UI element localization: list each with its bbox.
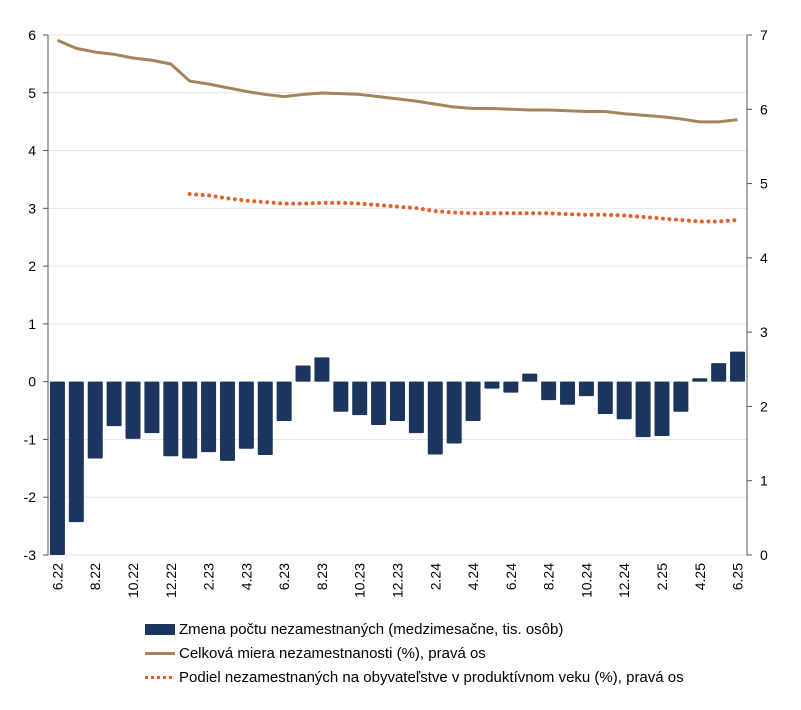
bar	[49, 381, 65, 555]
bar	[692, 378, 708, 382]
left-tick-label: 1	[28, 316, 36, 332]
right-tick-label: 5	[760, 176, 768, 192]
left-tick-label: 0	[28, 374, 36, 390]
x-tick-label: 4.25	[692, 563, 708, 590]
right-tick-label: 6	[760, 101, 768, 117]
bar	[333, 381, 349, 412]
legend-item-share: Podiel nezamestnaných na obyvateľstve v …	[145, 665, 684, 689]
bar	[371, 381, 387, 425]
bar	[654, 381, 670, 436]
bar	[541, 381, 557, 401]
bar	[182, 381, 198, 459]
x-tick-label: 12.22	[163, 563, 179, 598]
x-tick-label: 6.25	[730, 563, 746, 590]
x-tick-label: 2.24	[427, 563, 443, 590]
bar	[68, 381, 84, 523]
right-tick-label: 3	[760, 324, 768, 340]
left-tick-label: 2	[28, 258, 36, 274]
x-tick-label: 2.23	[201, 563, 217, 590]
chart-plot: -3 -2 -1 0 1 2 3 4 5 6 0 1 2 3 4 5 6 7 6.22 8.22 10.22 12.22 2…	[24, 27, 768, 598]
bar	[390, 381, 405, 421]
bar	[295, 365, 311, 382]
bar	[730, 351, 746, 382]
bar	[503, 381, 519, 393]
bar	[125, 381, 141, 439]
bar	[616, 381, 632, 420]
left-tick-label: 5	[28, 85, 36, 101]
x-tick-label: 6.23	[276, 563, 292, 590]
x-tick-label: 12.24	[616, 563, 632, 598]
left-tick-label: 4	[28, 143, 36, 159]
legend-swatch-bar	[145, 623, 175, 635]
bar	[484, 381, 500, 389]
left-tick-label: -3	[24, 547, 37, 563]
legend-label: Zmena počtu nezamestnaných (medzimesačne…	[179, 620, 564, 638]
bar	[673, 381, 689, 412]
x-tick-label: 4.24	[465, 563, 481, 590]
bar	[578, 381, 594, 397]
legend-item-total-rate: Celková miera nezamestnanosti (%), pravá…	[145, 641, 684, 665]
legend-swatch-line	[145, 651, 175, 655]
bar	[408, 381, 424, 434]
bar	[522, 373, 538, 382]
bar	[427, 381, 443, 455]
x-tick-label: 10.23	[352, 563, 368, 598]
bar	[446, 381, 462, 444]
x-tick-label: 2.25	[654, 563, 670, 590]
left-tick-label: 6	[28, 27, 36, 43]
left-tick-label: -1	[24, 431, 37, 447]
x-tick-label: 8.22	[87, 563, 103, 590]
right-tick-label: 7	[760, 27, 768, 43]
legend-swatch-dotted	[145, 675, 175, 679]
x-tick-label: 10.24	[578, 563, 594, 598]
bar	[635, 381, 651, 438]
bar	[201, 381, 217, 453]
left-tick-label: -2	[24, 489, 37, 505]
right-tick-label: 4	[760, 250, 768, 266]
bar	[219, 381, 235, 461]
x-tick-label: 8.24	[541, 563, 557, 590]
x-tick-label: 12.23	[390, 563, 406, 598]
bar	[163, 381, 179, 457]
line-total-unemployment-rate	[56, 38, 738, 124]
x-tick-label: 6.24	[503, 563, 519, 590]
legend-label: Podiel nezamestnaných na obyvateľstve v …	[179, 668, 684, 686]
bar	[465, 381, 481, 421]
bar	[106, 381, 122, 427]
x-tick-label: 6.22	[49, 563, 65, 590]
x-tick-label: 10.22	[125, 563, 141, 598]
bar	[597, 381, 613, 415]
x-tick-label: 8.23	[314, 563, 330, 590]
right-tick-label: 0	[760, 547, 768, 563]
right-tick-label: 1	[760, 473, 768, 489]
bar	[257, 381, 273, 456]
legend-item-bars: Zmena počtu nezamestnaných (medzimesačne…	[145, 617, 684, 641]
bar	[276, 381, 292, 421]
legend: Zmena počtu nezamestnaných (medzimesačne…	[145, 617, 684, 689]
x-tick-label: 4.23	[238, 563, 254, 590]
bar	[314, 357, 330, 382]
bar	[87, 381, 103, 459]
bar	[560, 381, 576, 405]
right-tick-label: 2	[760, 398, 768, 414]
bar	[352, 381, 368, 416]
bar	[144, 381, 160, 434]
bar	[238, 381, 254, 449]
legend-label: Celková miera nezamestnanosti (%), pravá…	[179, 644, 486, 662]
left-tick-label: 3	[28, 200, 36, 216]
bar	[711, 363, 727, 382]
line-unemployed-share	[187, 191, 740, 224]
